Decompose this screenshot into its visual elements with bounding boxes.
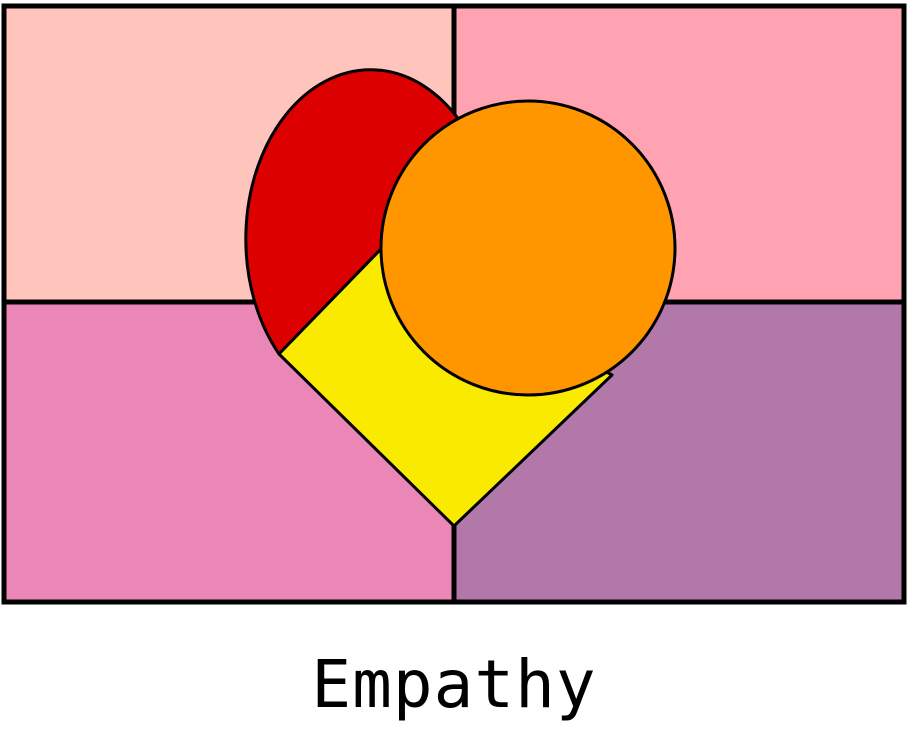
- empathy-flag-diagram: [1, 3, 907, 605]
- heart-left-lobe: [244, 68, 464, 356]
- heart-right-circle: [379, 99, 677, 397]
- heart-point: [277, 248, 614, 528]
- flag-caption: Empathy: [311, 646, 597, 723]
